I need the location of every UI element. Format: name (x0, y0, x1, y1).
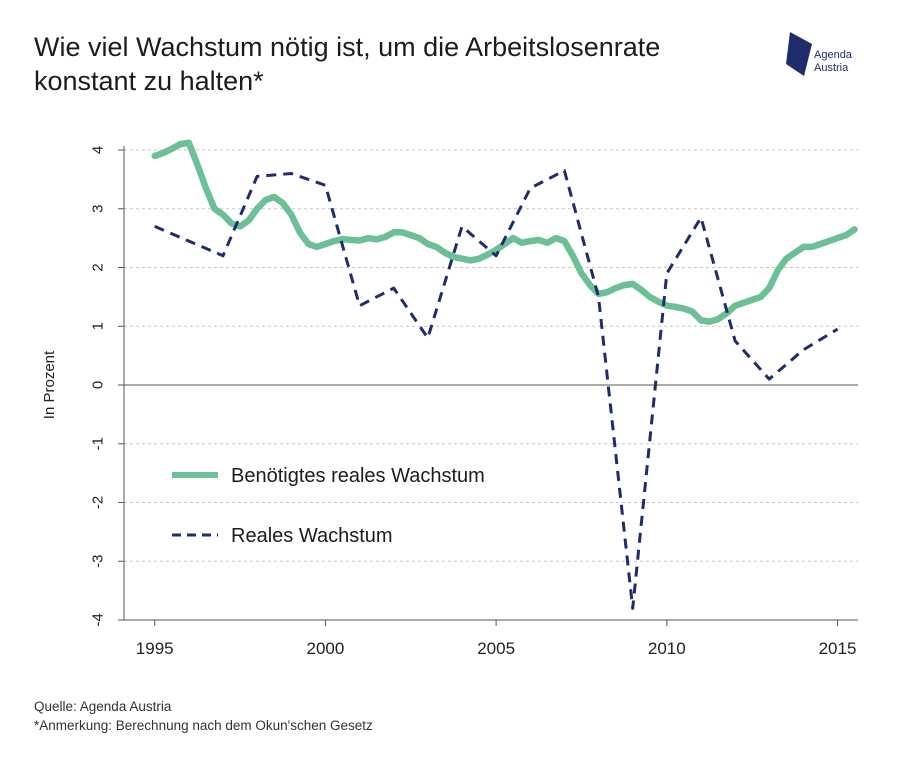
method-note: *Anmerkung: Berechnung nach dem Okun'sch… (34, 718, 373, 733)
x-tick-label: 2005 (477, 639, 515, 658)
series-line-required-growth (151, 139, 858, 325)
y-tick-label: 2 (90, 263, 107, 271)
chart-title: Wie viel Wachstum nötig ist, um die Arbe… (34, 32, 661, 96)
y-tick-label: -2 (90, 496, 107, 509)
source-note: Quelle: Agenda Austria (34, 699, 172, 714)
legend: Benötigtes reales Wachstum Reales Wachst… (172, 465, 485, 547)
x-tick-labels: 1995 2000 2005 2010 2015 (136, 620, 857, 658)
y-tick-label: 1 (90, 322, 107, 330)
y-tick-label: 4 (90, 146, 107, 154)
y-tick-label: 0 (90, 381, 107, 389)
footer: Quelle: Agenda Austria *Anmerkung: Berec… (34, 697, 373, 735)
legend-label-real-growth: Reales Wachstum (231, 525, 393, 547)
logo-line1: Agenda (814, 49, 852, 61)
x-tick-label: 2010 (648, 639, 686, 658)
y-tick-label: -3 (90, 555, 107, 568)
line-chart: -4 -3 -2 -1 0 1 2 3 4 1995 2000 2005 2010 2015 In Pr… (41, 139, 858, 658)
x-tick-label: 2000 (307, 639, 345, 658)
series-layer (151, 139, 858, 610)
legend-label-required-growth: Benötigtes reales Wachstum (231, 465, 485, 487)
logo-line2: Austria (814, 62, 849, 74)
y-axis-label: In Prozent (41, 350, 58, 419)
y-tick-labels: -4 -3 -2 -1 0 1 2 3 4 (90, 146, 124, 627)
agenda-austria-logo-icon (786, 32, 812, 76)
y-tick-label: 3 (90, 205, 107, 213)
x-tick-label: 2015 (819, 639, 857, 658)
y-tick-label: -1 (90, 437, 107, 450)
series-line-real-growth (154, 169, 839, 610)
y-tick-label: -4 (90, 613, 107, 626)
x-tick-label: 1995 (136, 639, 174, 658)
